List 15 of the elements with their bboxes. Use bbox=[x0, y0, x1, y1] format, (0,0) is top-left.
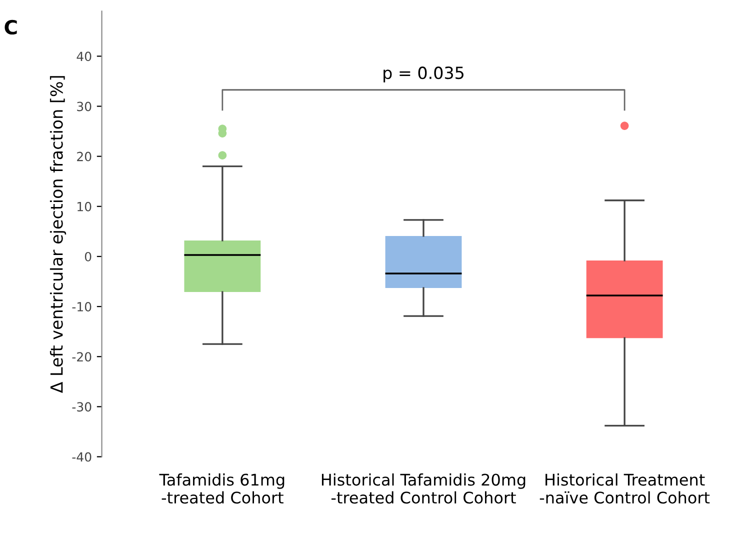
annotation: p = 0.035 bbox=[384, 66, 464, 82]
y-tick-label: 10 bbox=[78, 202, 92, 212]
x-tick-label: Historical Treatment -naïve Control Cohort bbox=[540, 473, 710, 504]
y-tick-label: 40 bbox=[76, 52, 92, 62]
text: C bbox=[4, 20, 17, 35]
y-axis-title: Δ Left ventricular ejection fraction [%] bbox=[50, 76, 66, 394]
y-tick-label: -30 bbox=[72, 402, 92, 412]
y-tick-label: 30 bbox=[77, 102, 92, 112]
x-tick-label: Historical Tafamidis 20mg -treated Control Cohort bbox=[322, 473, 526, 504]
y-tick-label: 20 bbox=[77, 152, 92, 162]
y-tick-label: -40 bbox=[72, 452, 92, 462]
x-tick-label: Tafamidis 61mg -treated Cohort bbox=[159, 473, 284, 504]
y-tick-label: -10 bbox=[72, 302, 92, 312]
y-tick-label: -20 bbox=[72, 352, 92, 362]
y-tick-label: 0 bbox=[84, 252, 92, 262]
